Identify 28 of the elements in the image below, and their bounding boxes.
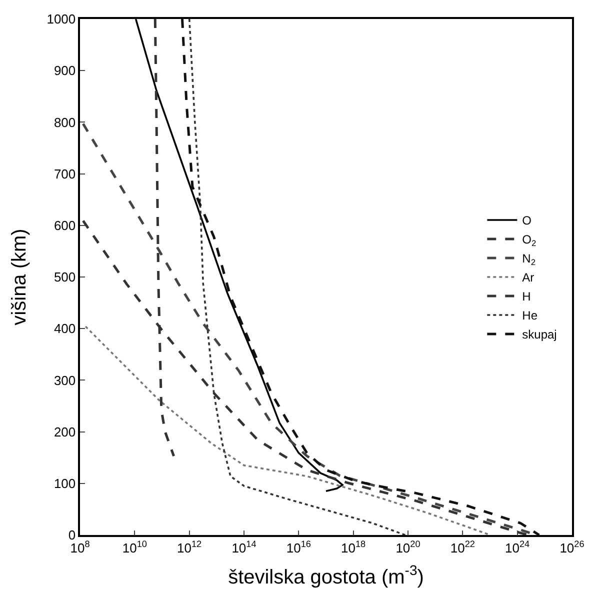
legend-label: H <box>522 290 531 304</box>
y-tick-label: 1000 <box>46 12 76 27</box>
y-tick-label: 100 <box>54 476 76 491</box>
legend-label: skupaj <box>522 328 557 342</box>
y-tick-label: 300 <box>54 372 76 388</box>
x-tick-label: 10$^{12}$ <box>177 538 202 556</box>
x-axis-title: številska gostota (m$^{-3}$) <box>228 562 424 588</box>
legend-label: O$_{2}$ <box>522 232 537 248</box>
x-tick-label: 10$^{26}$ <box>560 538 584 556</box>
x-tick-label: 10$^{10}$ <box>122 538 147 556</box>
y-tick-label: 700 <box>54 166 76 182</box>
x-tick-label: 10$^{18}$ <box>341 538 366 556</box>
x-tick-label: 10$^{22}$ <box>450 538 475 556</box>
y-tick-label: 500 <box>54 270 76 285</box>
legend-label: O <box>522 214 532 228</box>
x-tick-label: 10$^{14}$ <box>232 538 256 556</box>
legend-label: Ar <box>522 270 534 285</box>
x-tick-label: 10$^{20}$ <box>396 538 420 556</box>
y-tick-label: 800 <box>54 114 76 130</box>
x-tick-label: 10$^{24}$ <box>505 538 530 556</box>
y-tick-label: 600 <box>54 218 76 233</box>
legend-label: N$_{2}$ <box>522 252 536 268</box>
x-tick-label: 10$^{16}$ <box>286 538 311 556</box>
legend-label: He <box>522 308 538 323</box>
y-tick-label: 900 <box>54 63 76 78</box>
y-tick-label: 400 <box>54 321 76 336</box>
y-tick-label: 200 <box>54 424 76 440</box>
y-axis-title: višina (km) <box>8 228 31 326</box>
